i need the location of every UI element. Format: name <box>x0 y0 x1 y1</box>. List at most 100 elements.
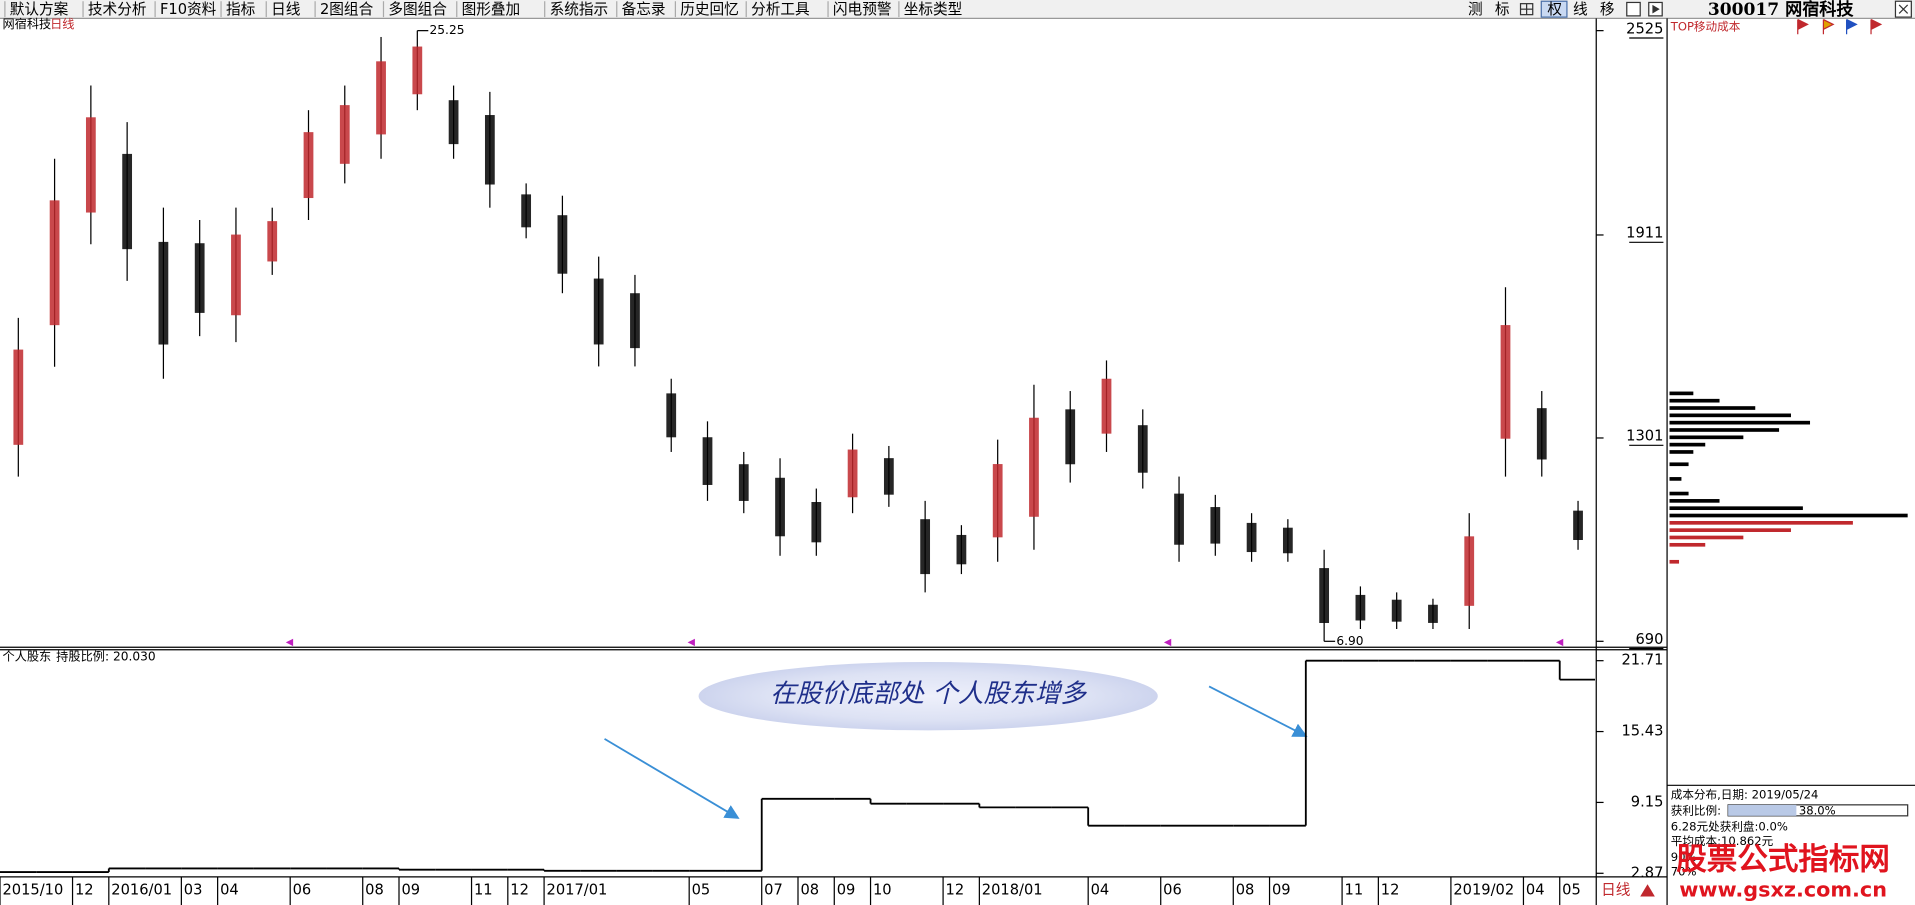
price-body <box>267 221 278 262</box>
y-tick-label: 15.43 <box>1621 723 1663 740</box>
avg-cost: 平均成本:10.862元 <box>1671 834 1774 848</box>
watermark-name: 股票公式指标网 <box>1676 843 1890 878</box>
toolbar-item[interactable]: 2图组合 <box>320 1 374 18</box>
header-name: 网宿科技 <box>2 16 51 31</box>
header-period: 日线 <box>50 17 74 31</box>
price-body <box>376 61 386 135</box>
cost-title: TOP移动成本 <box>1670 19 1741 33</box>
x-tick-label: 03 <box>184 881 203 898</box>
profit-ratio: 38.0% <box>1799 803 1836 817</box>
price-body <box>1246 522 1257 553</box>
y-tick-label: 21.71 <box>1621 652 1663 669</box>
toolbar-item[interactable]: 指标 <box>226 1 255 18</box>
price-body <box>158 241 169 345</box>
annotation-text: 在股价底部处 个人股东增多 <box>770 679 1087 709</box>
toolbar-item[interactable]: 测 <box>1468 1 1483 18</box>
x-tick-label: 08 <box>365 881 384 898</box>
footer-period[interactable]: 日线 <box>1601 881 1631 898</box>
toolbar-item[interactable]: 坐标类型 <box>904 1 963 18</box>
indicator-name: 个人股东 <box>2 650 51 664</box>
x-tick-label: 2017/01 <box>547 881 608 898</box>
toolbar-item[interactable]: 日线 <box>271 1 301 18</box>
price-body <box>85 117 96 213</box>
markers <box>285 638 1564 647</box>
flag-icons <box>1797 19 1883 35</box>
cost-bar <box>1669 513 1908 518</box>
toolbar-item[interactable]: 默认方案 <box>10 0 69 18</box>
cost-bar <box>1669 391 1694 396</box>
toolbar-item[interactable]: 线 <box>1573 1 1588 18</box>
cost-bar <box>1669 477 1682 481</box>
marker <box>1555 638 1564 647</box>
stock-name: 网宿科技 <box>1785 0 1854 19</box>
cost-bar <box>1669 559 1680 564</box>
price-body <box>1137 425 1148 473</box>
y-tick-label: 2.87 <box>1631 864 1664 881</box>
x-tick-label: 06 <box>293 881 312 898</box>
cost-bar <box>1669 428 1780 432</box>
price-body <box>521 194 532 228</box>
x-tick-label: 04 <box>1526 881 1545 898</box>
annotation-arrow <box>1208 685 1308 737</box>
x-tick-label: 09 <box>401 881 420 898</box>
toolbar-item[interactable]: 系统指示 <box>550 1 609 18</box>
y-tick-label: 9.15 <box>1631 793 1664 810</box>
cost-bar <box>1669 506 1803 511</box>
toolbar-item[interactable]: 备忘录 <box>622 1 666 18</box>
play-icon <box>1652 4 1660 14</box>
price-body <box>702 437 713 485</box>
cost-bar <box>1669 398 1720 403</box>
x-tick-label: 09 <box>837 881 856 898</box>
cost-bar <box>1669 542 1706 547</box>
x-tick-label: 09 <box>1272 881 1291 898</box>
price-body <box>1065 409 1076 465</box>
window-button[interactable] <box>1626 1 1641 17</box>
toolbar-item[interactable]: 图形叠加 <box>462 1 521 18</box>
x-tick-label: 05 <box>692 881 711 898</box>
toolbar-item[interactable]: 多图组合 <box>388 1 447 18</box>
price-body <box>1391 599 1402 622</box>
price-body <box>1355 594 1366 621</box>
footer-arrow[interactable] <box>1640 884 1655 897</box>
price-body <box>738 464 749 501</box>
flag-icon[interactable] <box>1822 19 1835 35</box>
cost-bar <box>1669 462 1689 467</box>
x-tick-label: 11 <box>474 881 493 898</box>
y-tick-label: 690 <box>1635 631 1663 648</box>
x-tick-label: 12 <box>1381 881 1400 898</box>
stock-code: 300017 <box>1708 0 1779 19</box>
toolbar-item[interactable]: 技术分析 <box>88 1 147 18</box>
price-body <box>956 534 967 565</box>
toolbar-item[interactable]: 闪电预警 <box>833 1 892 18</box>
price-body <box>992 464 1003 538</box>
band-90: 90% <box>1671 850 1697 864</box>
price-body <box>1210 507 1221 544</box>
flag-icon[interactable] <box>1845 19 1858 35</box>
x-tick-label: 2018/01 <box>982 881 1043 898</box>
cost-bar <box>1669 499 1720 503</box>
x-tick-label: 08 <box>1236 881 1255 898</box>
pressed-button <box>1540 0 1568 18</box>
price-body <box>484 115 495 185</box>
price-body <box>412 46 423 95</box>
cost-bar <box>1669 535 1744 540</box>
toolbar-item[interactable]: 标 <box>1495 1 1510 18</box>
price-body <box>1428 604 1438 623</box>
x-tick-label: 06 <box>1163 881 1182 898</box>
flag-icon[interactable] <box>1797 19 1809 35</box>
toolbar-item[interactable]: 分析工具 <box>751 1 810 18</box>
marker <box>1163 638 1172 647</box>
flag-icon[interactable] <box>1870 19 1883 35</box>
x-tick-label: 12 <box>946 881 965 898</box>
toolbar-item[interactable]: 权 <box>1547 1 1562 18</box>
price-body <box>1464 536 1475 606</box>
toolbar-item[interactable]: 移 <box>1600 1 1615 18</box>
x-tick-label: 04 <box>1091 881 1110 898</box>
cost-bar <box>1669 420 1811 425</box>
profit-at: 6.28元处获利盘:0.0% <box>1671 819 1788 833</box>
toolbar-item[interactable]: F10资料 <box>160 1 217 18</box>
price-body <box>883 458 894 495</box>
toolbar-item[interactable]: 历史回忆 <box>680 1 739 18</box>
